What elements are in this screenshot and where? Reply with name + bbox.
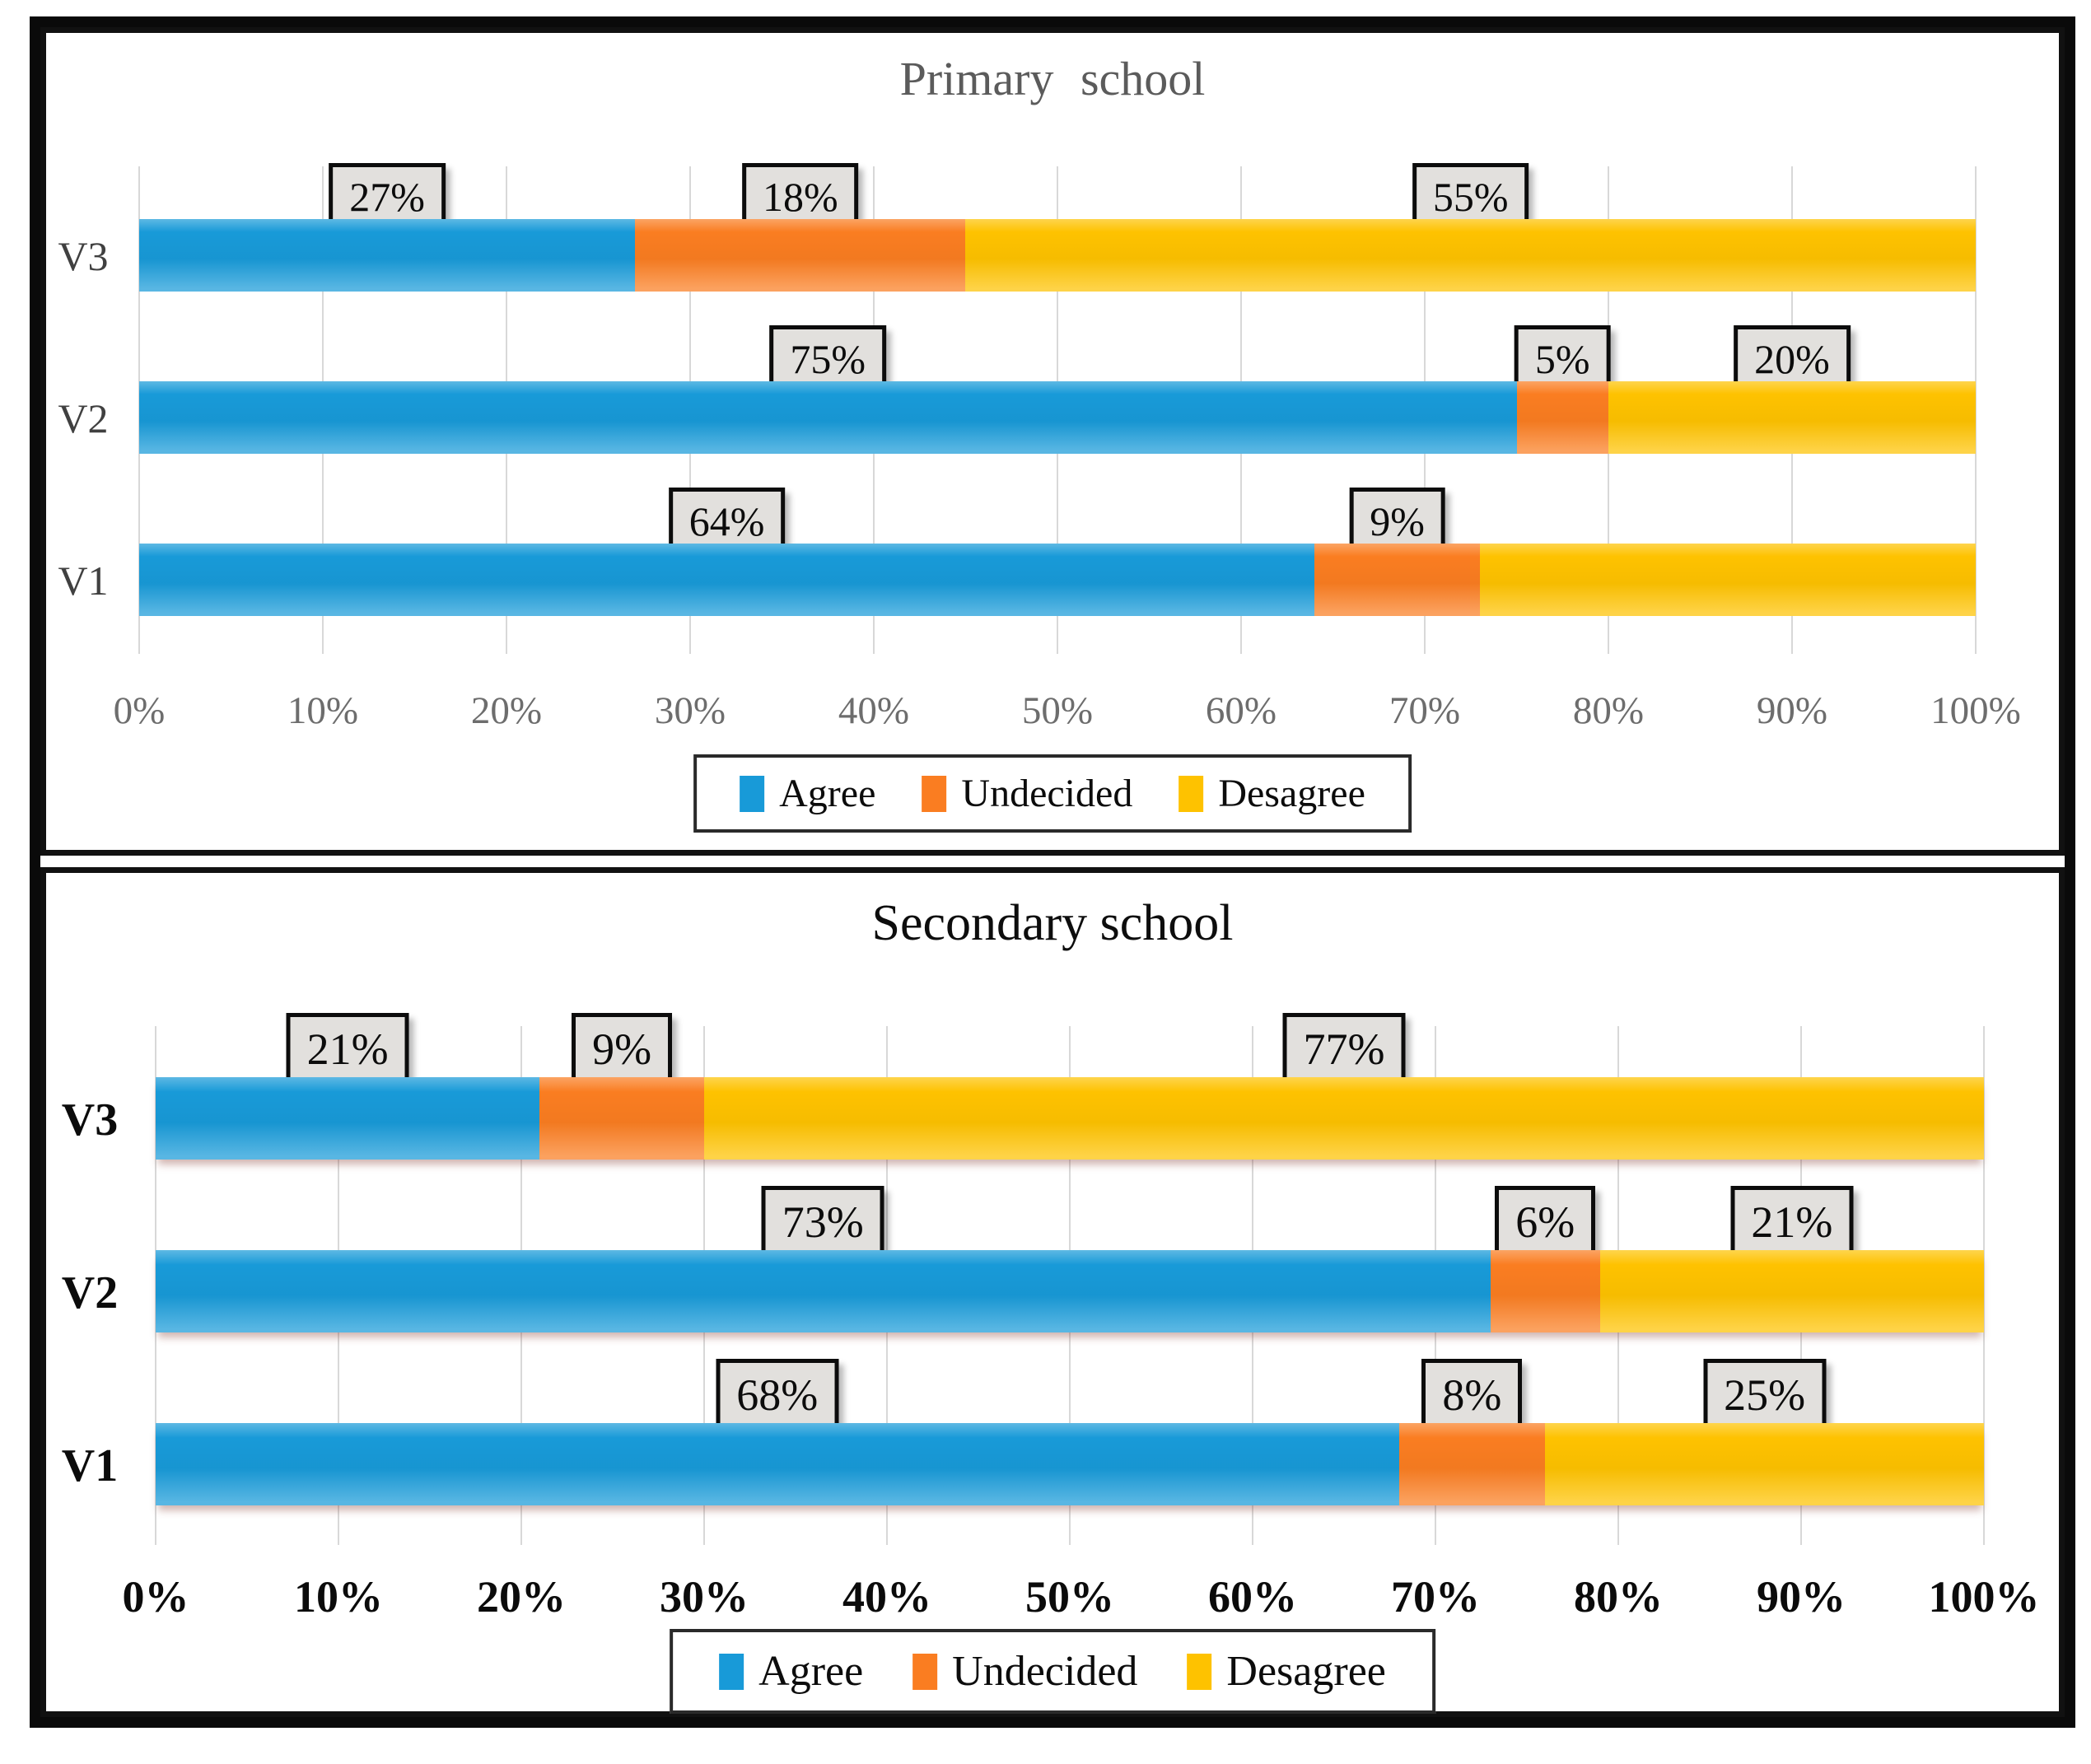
segment-desagree — [965, 219, 1976, 292]
legend-item: Agree — [719, 1647, 863, 1696]
legend-swatch — [1187, 1653, 1212, 1690]
x-tick: 50% — [1021, 689, 1094, 732]
x-tick: 30% — [660, 1572, 749, 1622]
x-tick: 40% — [838, 689, 910, 732]
legend-label: Desagree — [1226, 1648, 1386, 1695]
data-label: 77% — [1282, 1013, 1406, 1086]
data-label: 6% — [1495, 1186, 1596, 1259]
legend: Agree Undecided Desagree — [693, 754, 1412, 833]
legend-item: Undecided — [922, 771, 1132, 816]
legend-label: Agree — [758, 1648, 864, 1695]
stacked-bar — [156, 1077, 1984, 1160]
segment-undecided — [1490, 1250, 1600, 1332]
legend-item: Agree — [740, 771, 875, 816]
stacked-bar — [156, 1250, 1984, 1332]
gridline — [1983, 1026, 1985, 1545]
figure-frame: Primary school V3 27% 18% 55% V2 75% 5% 20% V1 64… — [30, 16, 2075, 1728]
legend-swatch — [912, 1653, 938, 1690]
plot-area: V3 21% 9% 77% V2 73% 6% 21% V1 68% 8% 25% — [62, 1013, 1985, 1545]
segment-desagree — [1608, 381, 1976, 454]
category-label: V1 — [58, 558, 109, 604]
segment-undecided — [1314, 544, 1480, 616]
legend: Agree Undecided Desagree — [670, 1629, 1435, 1714]
stacked-bar — [139, 219, 1976, 292]
data-label: 68% — [716, 1359, 839, 1432]
chart-title: Primary school — [899, 52, 1206, 105]
stacked-bar — [139, 381, 1976, 454]
x-tick: 30% — [654, 689, 726, 732]
x-tick: 0% — [122, 1572, 189, 1622]
x-axis: 0% 10% 20% 30% 40% 50% 60% 70% 80% 90% 100% — [123, 1571, 2040, 1634]
segment-desagree — [1545, 1423, 1984, 1505]
x-tick: 70% — [1391, 1572, 1480, 1622]
secondary-school-chart: Secondary school V3 21% 9% 77% V2 73% 6% 21% V1 6… — [40, 867, 2065, 1717]
chart-title: Secondary school — [871, 895, 1234, 951]
x-tick: 100% — [1930, 689, 2021, 732]
x-tick: 80% — [1572, 689, 1645, 732]
stacked-bar — [156, 1423, 1984, 1505]
segment-desagree — [703, 1077, 1984, 1160]
gridline — [1975, 166, 1977, 654]
x-tick: 60% — [1208, 1572, 1297, 1622]
x-tick: 10% — [287, 689, 359, 732]
segment-agree — [139, 219, 636, 292]
x-tick: 80% — [1574, 1572, 1663, 1622]
x-axis: 0% 10% 20% 30% 40% 50% 60% 70% 80% 90% 100% — [114, 688, 2021, 746]
segment-agree — [156, 1077, 540, 1160]
category-label: V3 — [58, 233, 109, 279]
bar-row-v3: V3 21% 9% 77% — [62, 1013, 1984, 1199]
legend-item: Undecided — [912, 1647, 1137, 1696]
segment-agree — [156, 1423, 1399, 1505]
x-tick: 0% — [113, 689, 166, 732]
segment-agree — [139, 544, 1315, 616]
x-tick: 40% — [842, 1572, 931, 1622]
legend-label: Desagree — [1218, 772, 1365, 815]
legend-swatch — [922, 775, 947, 812]
legend-item: Desagree — [1179, 771, 1365, 816]
segment-desagree — [1599, 1250, 1984, 1332]
x-tick: 70% — [1389, 689, 1461, 732]
legend-swatch — [1179, 775, 1204, 812]
segment-undecided — [539, 1077, 704, 1160]
x-tick: 20% — [477, 1572, 566, 1622]
bar-row-v3: V3 27% 18% 55% — [58, 163, 1976, 329]
segment-undecided — [635, 219, 966, 292]
bar-row-v1: V1 64% 9% — [58, 488, 1976, 653]
segment-undecided — [1516, 381, 1608, 454]
segment-undecided — [1398, 1423, 1546, 1505]
data-label: 21% — [286, 1013, 409, 1086]
segment-agree — [139, 381, 1517, 454]
data-label: 9% — [572, 1013, 673, 1086]
category-label: V2 — [58, 395, 109, 441]
legend-swatch — [740, 775, 765, 812]
category-label: V2 — [61, 1267, 119, 1318]
segment-desagree — [1479, 544, 1976, 616]
legend-label: Undecided — [961, 772, 1133, 815]
segment-agree — [156, 1250, 1491, 1332]
x-tick: 100% — [1928, 1572, 2040, 1622]
data-label: 73% — [761, 1186, 884, 1259]
x-tick: 20% — [470, 689, 543, 732]
legend-label: Agree — [779, 772, 876, 815]
x-tick: 90% — [1756, 689, 1828, 732]
x-tick: 10% — [294, 1572, 383, 1622]
x-tick: 50% — [1025, 1572, 1114, 1622]
data-label: 21% — [1730, 1186, 1854, 1259]
category-label: V1 — [61, 1440, 119, 1491]
stacked-bar — [139, 544, 1976, 616]
legend-swatch — [719, 1653, 744, 1690]
bar-row-v2: V2 75% 5% 20% — [58, 325, 1976, 491]
legend-item: Desagree — [1187, 1647, 1386, 1696]
category-label: V3 — [61, 1094, 119, 1146]
bar-row-v1: V1 68% 8% 25% — [62, 1359, 1984, 1545]
legend-label: Undecided — [952, 1648, 1138, 1695]
data-label: 8% — [1421, 1359, 1523, 1432]
data-label: 25% — [1703, 1359, 1827, 1432]
bar-row-v2: V2 73% 6% 21% — [62, 1186, 1984, 1372]
primary-school-chart: Primary school V3 27% 18% 55% V2 75% 5% 20% V1 64… — [40, 27, 2065, 856]
x-tick: 60% — [1205, 689, 1277, 732]
plot-area: V3 27% 18% 55% V2 75% 5% 20% V1 64% 9% — [58, 163, 1977, 654]
x-tick: 90% — [1757, 1572, 1846, 1622]
